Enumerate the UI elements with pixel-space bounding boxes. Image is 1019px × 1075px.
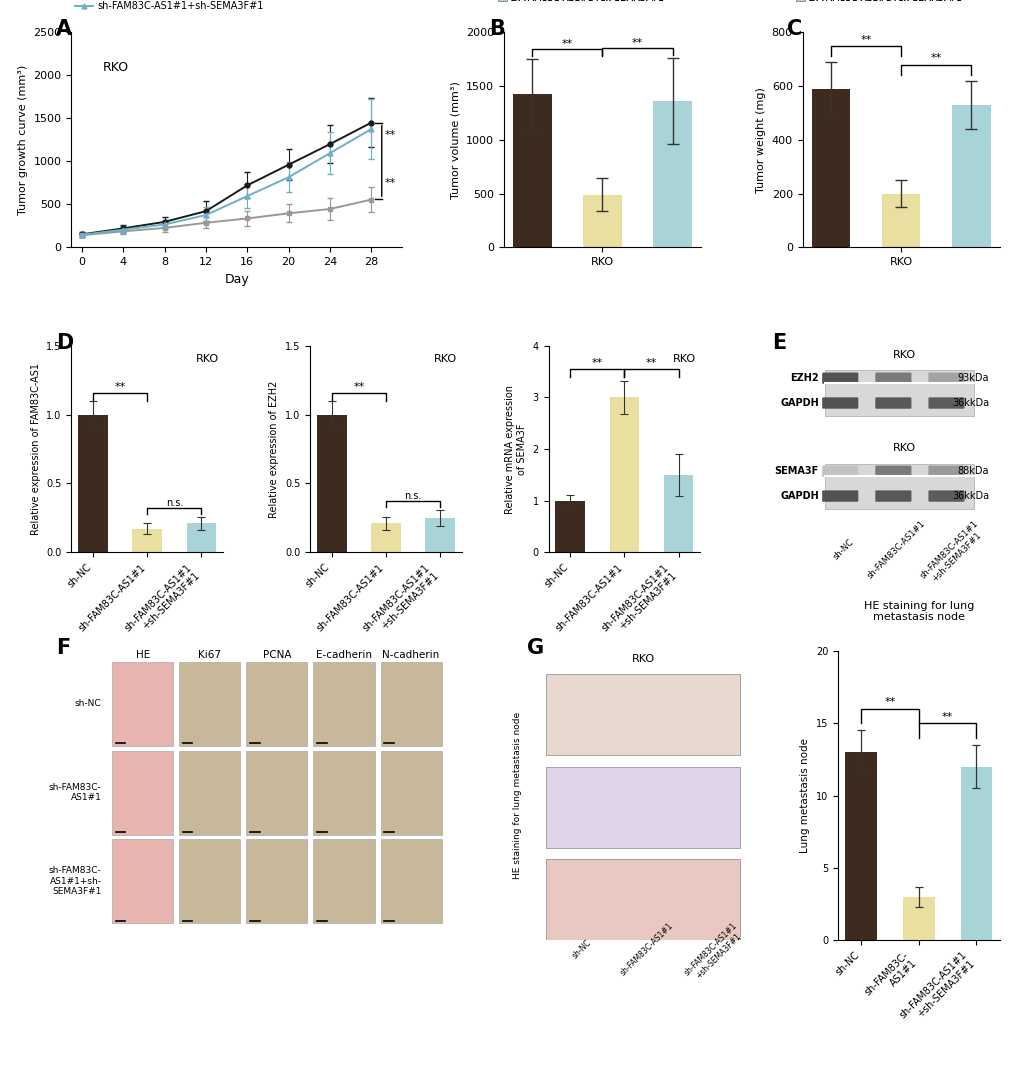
Text: **: **	[114, 382, 125, 391]
Text: n.s.: n.s.	[165, 498, 182, 507]
Bar	[663, 475, 693, 553]
Text: **: **	[859, 34, 870, 45]
Text: sh-FAM83C-AS1#1
+sh-SEMA3F#1: sh-FAM83C-AS1#1 +sh-SEMA3F#1	[683, 921, 746, 985]
Text: **: **	[883, 698, 895, 707]
Y-axis label: Relative mRNA expression
of SEMA3F: Relative mRNA expression of SEMA3F	[505, 385, 527, 514]
Text: RKO: RKO	[196, 354, 218, 364]
FancyBboxPatch shape	[927, 490, 964, 502]
FancyBboxPatch shape	[927, 398, 964, 408]
Bar	[186, 524, 216, 553]
Bar	[811, 89, 849, 247]
Text: sh-FAM83C-AS1#1: sh-FAM83C-AS1#1	[618, 921, 674, 977]
Text: **: **	[632, 38, 643, 47]
Bar	[546, 859, 740, 941]
FancyBboxPatch shape	[874, 465, 911, 477]
Text: **: **	[645, 358, 656, 368]
Text: B: B	[488, 19, 504, 40]
Bar	[583, 195, 622, 247]
Text: HE staining for lung metastasis node: HE staining for lung metastasis node	[513, 712, 522, 879]
Text: n.s.: n.s.	[404, 491, 421, 501]
Text: Ki67: Ki67	[198, 650, 221, 660]
Bar	[555, 501, 585, 553]
Bar	[951, 105, 989, 247]
Text: RKO: RKO	[892, 349, 915, 360]
Bar	[653, 101, 691, 247]
Y-axis label: Tumor growth curve (mm³): Tumor growth curve (mm³)	[18, 64, 28, 215]
Bar	[132, 529, 162, 553]
Bar	[880, 194, 919, 247]
Bar	[902, 897, 933, 941]
Bar	[425, 518, 454, 553]
Text: 36kkDa: 36kkDa	[951, 398, 988, 408]
FancyBboxPatch shape	[824, 463, 973, 508]
Text: E-cadherin: E-cadherin	[316, 650, 372, 660]
FancyBboxPatch shape	[874, 373, 911, 384]
Text: GAPDH: GAPDH	[780, 491, 818, 501]
Text: **: **	[929, 54, 941, 63]
Y-axis label: Relative expression of FAM83C-AS1: Relative expression of FAM83C-AS1	[31, 363, 41, 535]
FancyBboxPatch shape	[821, 490, 857, 502]
Text: sh-FAM83C-AS1#1: sh-FAM83C-AS1#1	[865, 518, 926, 580]
Text: sh-FAM83C-AS1#1
+sh-SEMA3F#1: sh-FAM83C-AS1#1 +sh-SEMA3F#1	[918, 518, 986, 587]
Text: **: **	[384, 177, 395, 188]
Text: G: G	[527, 637, 543, 658]
Text: RKO: RKO	[672, 354, 695, 364]
Bar	[371, 524, 400, 553]
Text: RKO: RKO	[892, 443, 915, 453]
Legend: sh-NC, sh-FAM83C-AS1#1, sh-FAM83C-AS1#1+sh-SEMA3F#1: sh-NC, sh-FAM83C-AS1#1, sh-FAM83C-AS1#1+…	[71, 0, 268, 15]
Text: PCNA: PCNA	[262, 650, 290, 660]
Text: **: **	[353, 382, 364, 391]
Text: HE: HE	[136, 650, 150, 660]
Y-axis label: Lung metastasis node: Lung metastasis node	[800, 739, 809, 854]
Text: A: A	[56, 19, 72, 40]
Text: sh-NC: sh-NC	[830, 538, 855, 561]
Text: RKO: RKO	[631, 654, 654, 663]
Bar	[513, 94, 551, 247]
Bar	[546, 766, 740, 847]
Text: C: C	[787, 19, 802, 40]
Text: sh-FAM83C-
AS1#1: sh-FAM83C- AS1#1	[49, 783, 102, 802]
Y-axis label: Relative expression of EZH2: Relative expression of EZH2	[269, 381, 279, 518]
Text: **: **	[591, 358, 602, 368]
Text: EZH2: EZH2	[790, 373, 818, 383]
Text: **: **	[561, 39, 573, 48]
Legend: sh-NC, sh-FAM83C-AS1#1, sh-FAM83C-AS1#1+sh-SEMA3F#1: sh-NC, sh-FAM83C-AS1#1, sh-FAM83C-AS1#1+…	[792, 0, 965, 6]
Y-axis label: Tumor volume (mm³): Tumor volume (mm³)	[450, 81, 461, 199]
Y-axis label: Tumor weight (mg): Tumor weight (mg)	[755, 87, 765, 192]
Text: RKO: RKO	[434, 354, 457, 364]
Text: D: D	[56, 333, 73, 353]
Text: E: E	[771, 333, 786, 353]
FancyBboxPatch shape	[927, 465, 964, 477]
FancyBboxPatch shape	[821, 465, 857, 477]
FancyBboxPatch shape	[824, 371, 973, 416]
FancyBboxPatch shape	[821, 398, 857, 408]
Text: **: **	[384, 130, 395, 141]
Text: RKO: RKO	[102, 61, 128, 74]
Text: sh-FAM83C-
AS1#1+sh-
SEMA3F#1: sh-FAM83C- AS1#1+sh- SEMA3F#1	[49, 866, 102, 897]
Text: GAPDH: GAPDH	[780, 398, 818, 408]
FancyBboxPatch shape	[874, 398, 911, 408]
Bar	[546, 674, 740, 755]
Text: sh-NC: sh-NC	[570, 938, 592, 960]
Legend: sh-NC, sh-FAM83C-AS1#1, sh-FAM83C-AS1#1+sh-SEMA3F#1: sh-NC, sh-FAM83C-AS1#1, sh-FAM83C-AS1#1+…	[493, 0, 667, 6]
Bar	[960, 766, 991, 941]
Text: N-cadherin: N-cadherin	[382, 650, 439, 660]
Text: F: F	[56, 637, 70, 658]
Text: **: **	[942, 712, 953, 721]
X-axis label: Day: Day	[224, 273, 249, 286]
Title: HE staining for lung
metastasis node: HE staining for lung metastasis node	[863, 601, 973, 622]
Text: SEMA3F: SEMA3F	[774, 467, 818, 476]
FancyBboxPatch shape	[821, 373, 857, 384]
Bar	[317, 415, 346, 553]
Bar	[78, 415, 108, 553]
Text: 36kkDa: 36kkDa	[951, 491, 988, 501]
Bar	[609, 398, 639, 553]
FancyBboxPatch shape	[927, 373, 964, 384]
Text: 93kDa: 93kDa	[957, 373, 988, 383]
Text: 88kDa: 88kDa	[957, 467, 988, 476]
FancyBboxPatch shape	[874, 490, 911, 502]
Text: sh-NC: sh-NC	[74, 700, 102, 708]
Bar	[845, 752, 876, 941]
